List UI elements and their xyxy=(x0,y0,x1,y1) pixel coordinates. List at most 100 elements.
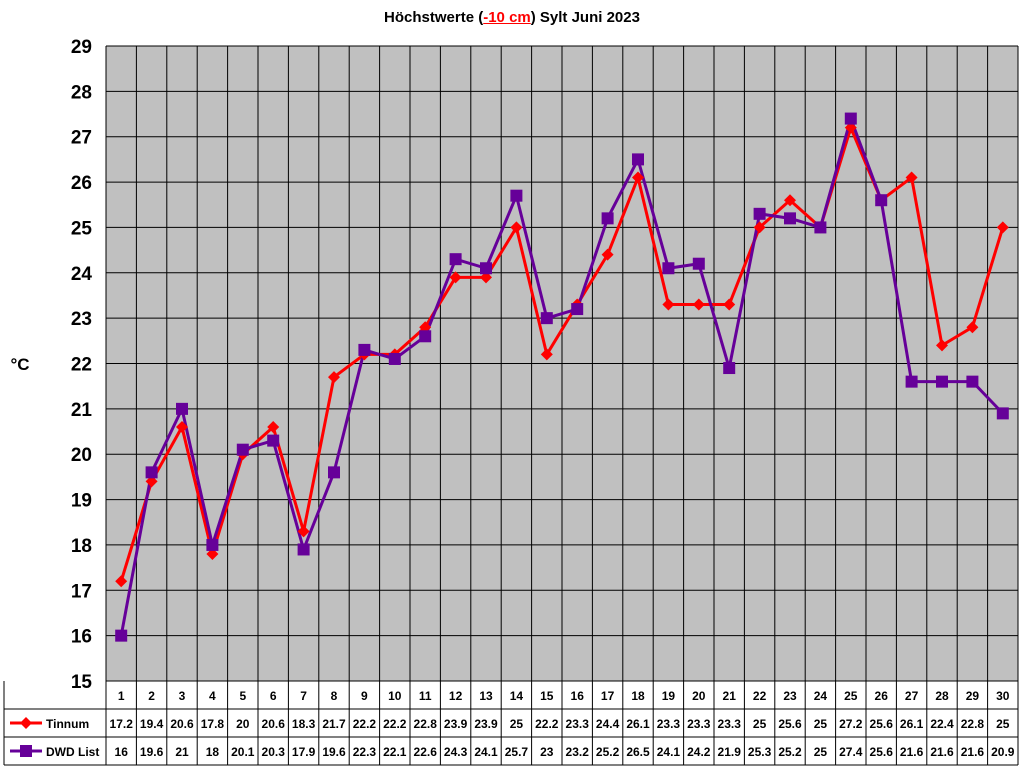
data-point xyxy=(753,207,766,220)
legend-marker xyxy=(20,717,32,729)
data-point xyxy=(388,352,401,365)
x-tick-label: 11 xyxy=(419,689,432,703)
data-label: 21.9 xyxy=(718,745,742,759)
data-point xyxy=(115,629,128,642)
data-point xyxy=(206,538,219,551)
data-label: 23.2 xyxy=(566,745,590,759)
data-point xyxy=(419,321,432,334)
x-tick-label: 22 xyxy=(753,689,767,703)
data-label: 19.4 xyxy=(140,717,164,731)
x-tick-label: 27 xyxy=(905,689,919,703)
data-point xyxy=(176,421,188,433)
x-tick-label: 14 xyxy=(510,689,524,703)
x-tick-label: 5 xyxy=(239,689,246,703)
y-tick-label: 19 xyxy=(71,491,92,512)
y-tick-label: 25 xyxy=(71,218,93,239)
data-label: 19.6 xyxy=(140,745,164,759)
data-label: 22.8 xyxy=(961,717,985,731)
data-point xyxy=(662,262,675,275)
y-tick-label: 28 xyxy=(71,82,92,103)
data-label: 16 xyxy=(115,745,129,759)
data-point xyxy=(966,321,979,334)
x-tick-label: 8 xyxy=(331,689,338,703)
x-tick-label: 25 xyxy=(844,689,858,703)
data-point xyxy=(966,375,979,388)
data-label: 20.6 xyxy=(170,717,194,731)
legend-label: DWD List xyxy=(46,745,99,759)
data-label: 18.3 xyxy=(292,717,316,731)
data-point xyxy=(358,343,371,356)
data-label: 23.3 xyxy=(687,717,711,731)
data-point xyxy=(176,402,188,415)
data-label: 27.4 xyxy=(839,745,863,759)
x-tick-label: 28 xyxy=(935,689,949,703)
data-point xyxy=(480,262,492,275)
data-label: 23.3 xyxy=(718,717,742,731)
x-tick-label: 16 xyxy=(571,689,585,703)
x-tick-label: 1 xyxy=(118,689,125,703)
data-label: 25.3 xyxy=(748,745,772,759)
data-point xyxy=(844,112,857,125)
data-label: 25 xyxy=(996,717,1010,731)
data-label: 25 xyxy=(753,717,767,731)
x-tick-label: 9 xyxy=(361,689,368,703)
y-tick-label: 15 xyxy=(71,672,93,693)
data-label: 25.6 xyxy=(778,717,802,731)
data-label: 22.8 xyxy=(414,717,438,731)
data-label: 22.4 xyxy=(930,717,954,731)
data-point xyxy=(510,221,523,234)
data-point xyxy=(540,312,553,325)
x-tick-label: 17 xyxy=(601,689,615,703)
data-point xyxy=(328,371,340,384)
x-tick-label: 18 xyxy=(631,689,645,703)
series-group xyxy=(115,112,1009,642)
data-label: 22.2 xyxy=(535,717,559,731)
x-tick-label: 3 xyxy=(179,689,186,703)
data-point xyxy=(510,189,523,202)
data-label: 27.2 xyxy=(839,717,863,731)
data-point xyxy=(115,575,128,588)
x-tick-label: 20 xyxy=(692,689,706,703)
chart-title-suffix: ) Sylt Juni 2023 xyxy=(530,9,640,26)
chart-title-prefix: Höchstwerte ( xyxy=(384,9,484,26)
data-point xyxy=(784,194,796,207)
data-point xyxy=(905,171,918,184)
data-label: 25.6 xyxy=(870,745,894,759)
x-tick-label: 30 xyxy=(996,689,1010,703)
x-tick-label: 2 xyxy=(148,689,155,703)
data-point xyxy=(692,257,705,270)
data-label: 21.7 xyxy=(322,717,346,731)
data-point xyxy=(601,212,614,225)
data-point xyxy=(632,171,644,184)
data-point xyxy=(996,407,1009,420)
data-label: 22.1 xyxy=(383,745,407,759)
data-point xyxy=(996,221,1009,234)
data-point xyxy=(419,330,432,343)
y-tick-label: 23 xyxy=(71,309,92,330)
data-point xyxy=(875,194,888,207)
y-tick-label: 24 xyxy=(71,264,93,285)
data-label: 19.6 xyxy=(322,745,346,759)
data-label: 20 xyxy=(236,717,250,731)
y-tick-label: 22 xyxy=(71,355,92,376)
data-label: 23 xyxy=(540,745,554,759)
data-label: 17.9 xyxy=(292,745,316,759)
data-label: 23.9 xyxy=(444,717,468,731)
data-point xyxy=(480,271,492,284)
y-tick-label: 18 xyxy=(71,536,92,557)
y-tick-label: 16 xyxy=(71,627,92,648)
x-tick-label: 26 xyxy=(875,689,889,703)
x-tick-label: 21 xyxy=(723,689,737,703)
data-label: 25.2 xyxy=(778,745,802,759)
data-label: 17.2 xyxy=(110,717,134,731)
y-axis: 15 16 17 18 19 20 21 22 23 24 25 26 27 28 29 xyxy=(71,37,93,693)
data-label: 20.1 xyxy=(231,745,255,759)
data-point xyxy=(297,525,310,538)
y-tick-label: 17 xyxy=(71,581,92,602)
data-point xyxy=(449,253,462,266)
data-point xyxy=(784,212,796,225)
data-point xyxy=(297,543,310,556)
data-label: 22.2 xyxy=(383,717,407,731)
x-tick-label: 7 xyxy=(300,689,307,703)
data-point xyxy=(601,248,614,261)
